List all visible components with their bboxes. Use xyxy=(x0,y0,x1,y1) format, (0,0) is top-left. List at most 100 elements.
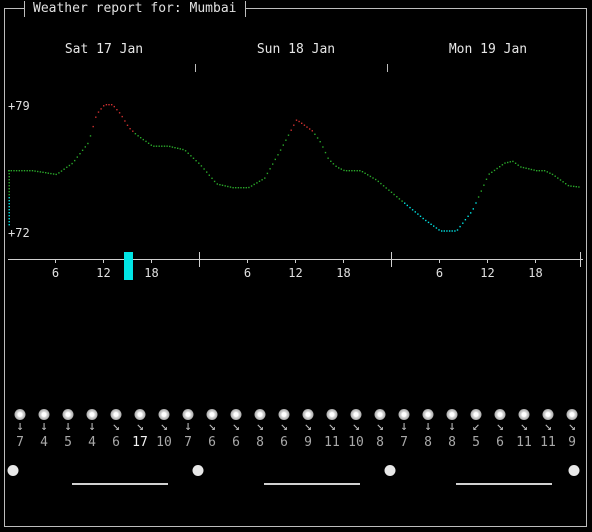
wind-speed: 4 xyxy=(40,435,48,450)
temperature-point xyxy=(488,173,490,175)
wind-speed: 8 xyxy=(424,435,432,450)
wind-direction-icon: ↘ xyxy=(520,419,528,434)
temperature-point xyxy=(177,147,179,149)
wind-speed: 5 xyxy=(64,435,72,450)
wind-direction-icon: ↘ xyxy=(256,419,264,434)
temperature-point xyxy=(206,171,208,173)
temperature-point xyxy=(237,187,240,189)
temperature-point xyxy=(274,158,276,161)
wind-speed: 4 xyxy=(88,435,96,450)
temperature-point xyxy=(8,221,10,223)
temperature-point xyxy=(74,159,76,162)
day-divider-tick xyxy=(387,64,388,72)
wind-direction-icon: ↙ xyxy=(472,419,480,434)
temperature-point xyxy=(29,170,31,172)
temperature-point xyxy=(8,185,10,187)
wind-speed: 6 xyxy=(232,435,240,450)
temperature-point xyxy=(8,182,10,184)
temperature-point xyxy=(124,120,126,122)
temperature-point xyxy=(475,202,477,204)
temperature-point xyxy=(541,170,543,172)
temperature-point xyxy=(433,225,435,227)
sun-icon xyxy=(302,409,314,420)
temperature-point xyxy=(351,170,353,172)
temperature-point xyxy=(435,227,438,229)
temperature-point xyxy=(10,170,12,172)
temperature-point xyxy=(451,230,453,232)
temperature-point xyxy=(456,229,459,231)
temperature-point xyxy=(427,221,430,224)
temperature-point xyxy=(261,179,263,181)
temperature-point xyxy=(108,104,110,106)
temperature-point xyxy=(472,208,474,210)
temperature-point xyxy=(8,173,10,175)
temperature-point xyxy=(417,213,419,215)
temperature-point xyxy=(459,225,461,228)
temperature-point xyxy=(55,173,57,176)
temperature-point xyxy=(42,171,44,173)
temperature-point xyxy=(501,164,504,166)
temperature-point xyxy=(8,215,10,217)
hour-label: 18 xyxy=(528,266,543,280)
temperature-point xyxy=(211,177,213,179)
temperature-point xyxy=(100,108,102,110)
temperature-point xyxy=(150,144,152,146)
temperature-point xyxy=(8,197,10,199)
temperature-point xyxy=(575,186,577,188)
temperature-point xyxy=(390,191,393,193)
day-label-sun: Sun 18 Jan xyxy=(256,42,336,57)
sun-icon xyxy=(350,409,362,420)
temperature-point xyxy=(121,115,123,118)
temperature-point xyxy=(147,142,150,144)
temperature-point xyxy=(192,157,195,159)
temperature-point xyxy=(462,222,464,224)
temperature-point xyxy=(129,128,131,130)
temperature-point xyxy=(8,188,10,190)
wind-direction-icon: ↘ xyxy=(328,419,336,434)
wind-speed: 17 xyxy=(132,435,148,450)
temperature-point xyxy=(422,217,424,220)
daylight-bar xyxy=(456,483,552,485)
temperature-point xyxy=(517,164,519,166)
temperature-point xyxy=(105,104,108,106)
temperature-point xyxy=(258,180,261,182)
temperature-point xyxy=(163,145,166,147)
wind-direction-icon: ↘ xyxy=(208,419,216,434)
temperature-point xyxy=(512,160,514,163)
temperature-point xyxy=(282,144,284,146)
temperature-point xyxy=(562,181,564,183)
sun-icon xyxy=(110,409,122,420)
wind-speed: 6 xyxy=(280,435,288,450)
sun-icon xyxy=(374,409,386,420)
temperature-point xyxy=(89,135,92,137)
temperature-point xyxy=(195,160,197,162)
temperature-point xyxy=(343,169,345,172)
sun-icon xyxy=(14,409,26,420)
temperature-point xyxy=(8,218,10,220)
temperature-point xyxy=(322,146,324,148)
temperature-point xyxy=(557,177,559,179)
temperature-point xyxy=(140,137,142,139)
temperature-point xyxy=(169,145,171,148)
temperature-point xyxy=(290,129,292,131)
temperature-point xyxy=(116,109,118,111)
temperature-point xyxy=(382,185,385,187)
wind-direction-icon: ↘ xyxy=(376,419,384,434)
temperature-point xyxy=(549,172,551,174)
wind-speed: 11 xyxy=(324,435,340,450)
day-label-sat: Sat 17 Jan xyxy=(64,42,144,57)
temperature-point xyxy=(499,166,501,168)
temperature-chart xyxy=(8,104,583,280)
hour-label: 18 xyxy=(336,266,351,280)
temperature-point xyxy=(380,182,382,185)
temperature-point xyxy=(567,184,570,187)
sun-icon xyxy=(62,409,74,420)
temperature-point xyxy=(111,104,113,106)
temperature-point xyxy=(250,185,253,187)
report-title: Weather report for: Mumbai xyxy=(24,1,246,17)
wind-speed: 8 xyxy=(256,435,264,450)
temperature-point xyxy=(39,171,42,173)
temperature-point xyxy=(8,176,10,178)
temperature-point xyxy=(372,177,374,179)
temperature-point xyxy=(279,149,282,151)
